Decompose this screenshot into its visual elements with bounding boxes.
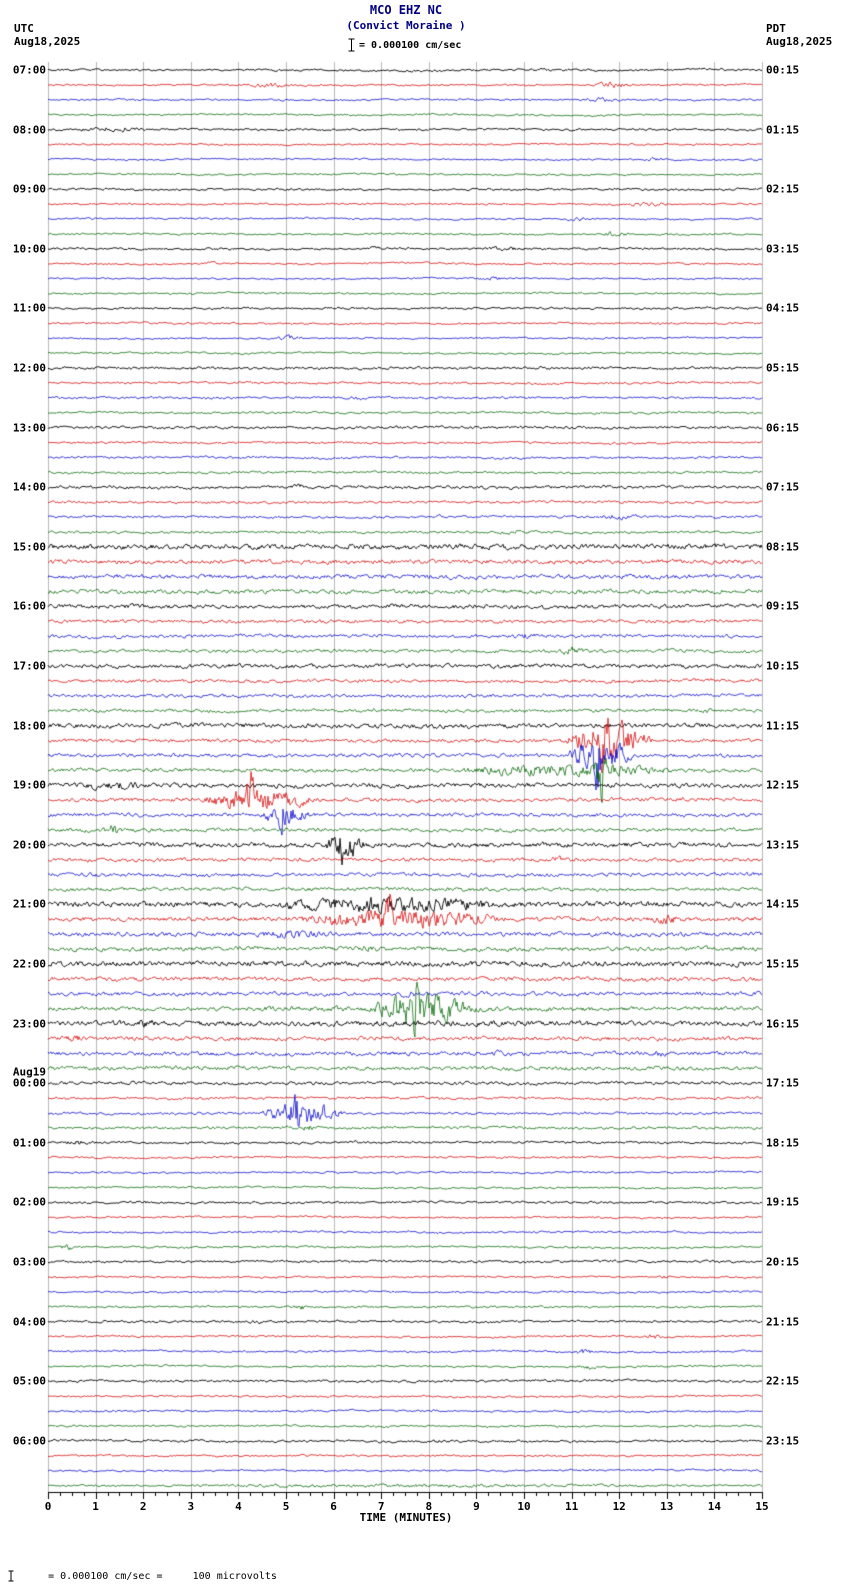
x-tick-label: 11 — [564, 1500, 579, 1513]
x-tick-label: 5 — [282, 1500, 290, 1513]
amplitude-scale: = 0.000100 cm/sec — [348, 38, 461, 52]
pdt-time-label: 00:15 — [766, 63, 800, 77]
utc-time-label: 22:00 — [12, 957, 46, 971]
pdt-time-label: 04:15 — [766, 301, 800, 315]
pdt-time-label: 02:15 — [766, 182, 800, 196]
pdt-time-label: 18:15 — [766, 1136, 800, 1150]
left-date-label: Aug18,2025 — [14, 35, 81, 48]
utc-time-label: 00:00 — [12, 1076, 46, 1090]
pdt-time-label: 19:15 — [766, 1195, 800, 1209]
x-tick-label: 7 — [377, 1500, 385, 1513]
pdt-time-label: 08:15 — [766, 540, 800, 554]
utc-time-label: 03:00 — [12, 1255, 46, 1269]
pdt-time-label: 13:15 — [766, 838, 800, 852]
utc-time-label: 12:00 — [12, 361, 46, 375]
left-timezone-label: UTC — [14, 22, 34, 35]
scale-label: = 0.000100 cm/sec — [359, 39, 462, 51]
x-tick-label: 9 — [473, 1500, 480, 1513]
utc-time-label: 07:00 — [12, 63, 46, 77]
footer-scale-note: = 0.000100 cm/sec = 100 microvolts — [8, 1548, 277, 1584]
x-tick-label: 2 — [139, 1500, 147, 1513]
pdt-time-label: 05:15 — [766, 361, 800, 375]
station-location: (Convict Moraine ) — [346, 19, 466, 32]
utc-time-label: 20:00 — [12, 838, 46, 852]
utc-time-label: 17:00 — [12, 659, 46, 673]
x-tick-label: 15 — [755, 1500, 769, 1513]
pdt-time-label: 17:15 — [766, 1076, 800, 1090]
pdt-time-label: 09:15 — [766, 599, 800, 613]
utc-time-label: 01:00 — [12, 1136, 46, 1150]
pdt-time-label: 10:15 — [766, 659, 800, 673]
utc-time-label: 06:00 — [12, 1434, 46, 1448]
pdt-time-label: 15:15 — [766, 957, 800, 971]
pdt-time-label: 11:15 — [766, 719, 800, 733]
footer-ibeam-icon — [8, 1548, 44, 1584]
utc-time-label: 08:00 — [12, 123, 46, 137]
utc-time-label: 23:00 — [12, 1017, 46, 1031]
footer-note-text: = 0.000100 cm/sec = 100 microvolts — [48, 1570, 277, 1582]
x-tick-label: 8 — [425, 1500, 433, 1513]
utc-date-break-label: Aug19 — [12, 1065, 46, 1079]
x-tick-label: 10 — [517, 1500, 531, 1513]
utc-time-label: 02:00 — [12, 1195, 46, 1209]
pdt-time-label: 01:15 — [766, 123, 800, 137]
utc-time-label: 18:00 — [12, 719, 46, 733]
utc-time-label: 19:00 — [12, 778, 46, 792]
scale-ibeam-icon — [348, 38, 355, 52]
utc-time-label: 09:00 — [12, 182, 46, 196]
station-title: MCO EHZ NC — [369, 3, 443, 17]
x-tick-label: 0 — [44, 1500, 52, 1513]
pdt-time-label: 07:15 — [766, 480, 800, 494]
x-tick-label: 6 — [330, 1500, 337, 1513]
utc-time-label: 14:00 — [12, 480, 46, 494]
utc-time-label: 04:00 — [12, 1315, 46, 1329]
pdt-time-label: 22:15 — [766, 1374, 800, 1388]
pdt-time-label: 20:15 — [766, 1255, 800, 1269]
pdt-time-label: 21:15 — [766, 1315, 800, 1329]
pdt-time-label: 23:15 — [766, 1434, 800, 1448]
utc-time-label: 16:00 — [12, 599, 46, 613]
x-axis-title: TIME (MINUTES) — [359, 1511, 453, 1524]
right-date-label: Aug18,2025 — [766, 35, 833, 48]
right-timezone-label: PDT — [766, 22, 786, 35]
pdt-time-label: 03:15 — [766, 242, 800, 256]
pdt-time-label: 14:15 — [766, 897, 800, 911]
pdt-time-label: 06:15 — [766, 421, 800, 435]
pdt-time-label: 12:15 — [766, 778, 800, 792]
pdt-time-label: 16:15 — [766, 1017, 800, 1031]
x-tick-label: 1 — [92, 1500, 99, 1513]
x-tick-label: 13 — [660, 1500, 674, 1513]
x-tick-label: 4 — [235, 1500, 242, 1513]
utc-time-label: 05:00 — [12, 1374, 46, 1388]
utc-time-label: 11:00 — [12, 301, 46, 315]
utc-time-label: 10:00 — [12, 242, 46, 256]
utc-time-label: 15:00 — [12, 540, 46, 554]
x-tick-label: 12 — [612, 1500, 626, 1513]
x-tick-label: 14 — [707, 1500, 722, 1513]
x-tick-label: 3 — [187, 1500, 195, 1513]
utc-time-label: 21:00 — [12, 897, 46, 911]
utc-time-label: 13:00 — [12, 421, 46, 435]
